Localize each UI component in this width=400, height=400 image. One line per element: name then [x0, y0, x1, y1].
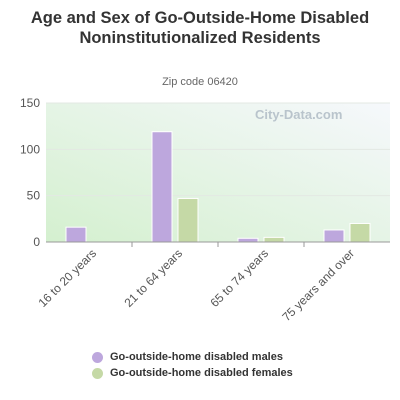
bar-females	[349, 222, 371, 243]
bar-females	[177, 197, 199, 243]
bar-males	[65, 226, 87, 243]
bar-males	[237, 237, 259, 243]
legend-label-females: Go-outside-home disabled females	[110, 367, 293, 379]
watermark: City-Data.com	[255, 107, 343, 122]
chart-title: Age and Sex of Go-Outside-Home Disabled …	[30, 9, 370, 47]
legend-swatch-males	[92, 351, 103, 363]
bar-males	[323, 229, 345, 243]
legend: Go-outside-home disabled males Go-outsid…	[92, 349, 293, 381]
plot-background	[46, 103, 390, 242]
y-tick-label: 150	[20, 96, 40, 110]
x-tick-label: 21 to 64 years	[121, 246, 185, 310]
x-tick-label: 16 to 20 years	[35, 246, 99, 310]
y-tick-label: 100	[20, 142, 40, 156]
y-tick-label: 0	[33, 235, 40, 249]
y-tick-label: 50	[27, 189, 41, 203]
legend-item-males: Go-outside-home disabled males	[92, 349, 293, 365]
x-tick-label: 65 to 74 years	[207, 246, 271, 310]
legend-item-females: Go-outside-home disabled females	[92, 365, 293, 381]
x-tick-label: 75 years and over	[279, 246, 357, 324]
bar-females	[263, 236, 285, 243]
legend-swatch-females	[92, 367, 103, 379]
chart-subtitle: Zip code 06420	[162, 76, 238, 88]
bar-males	[151, 131, 173, 243]
legend-label-males: Go-outside-home disabled males	[110, 351, 283, 363]
